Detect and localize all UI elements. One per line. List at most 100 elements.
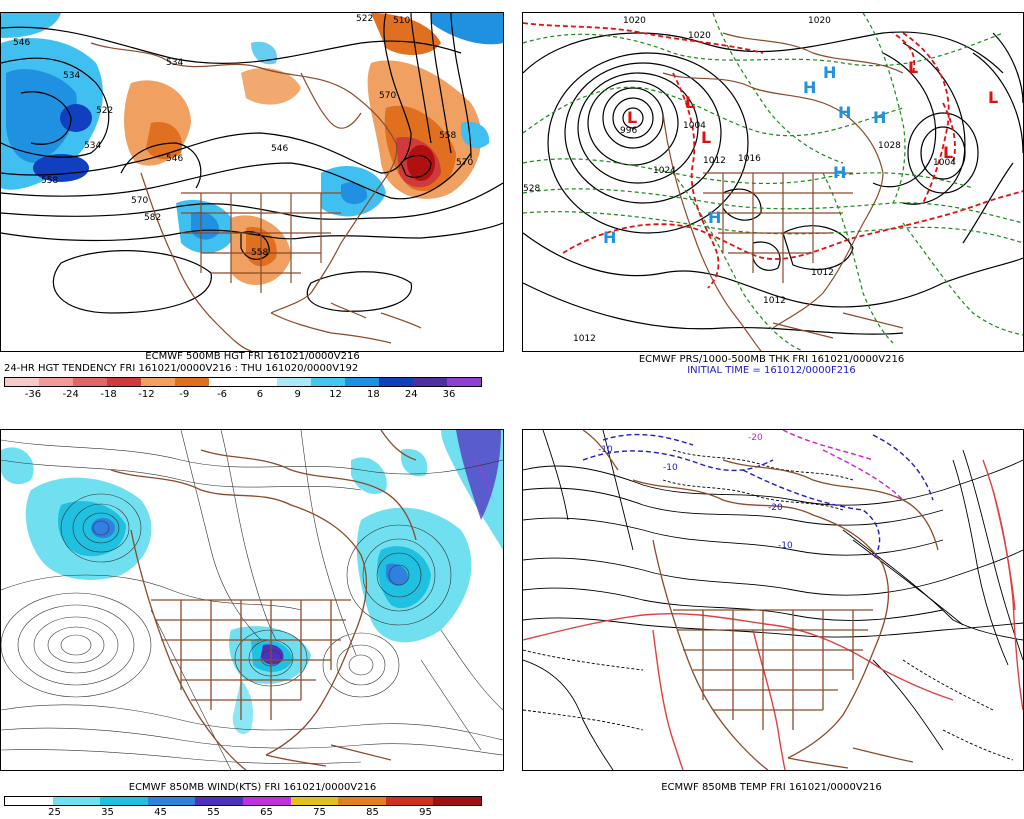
- panel-850mb-temp: -10 -10 -20 -10 -20 ECMWF 850MB TEMP FRI…: [519, 415, 1024, 819]
- isobar-label: 1004: [683, 121, 706, 131]
- contour-label: 570: [456, 158, 473, 168]
- colorbar-tick-label: -18: [100, 389, 117, 400]
- thickness-540-line: [523, 22, 1023, 289]
- isobar-label: 1020: [623, 16, 646, 26]
- colorbar-swatch: [141, 378, 175, 386]
- map-temp-svg: -10 -10 -20 -10 -20: [523, 430, 1023, 770]
- colorbar-swatch: [209, 378, 243, 386]
- isobar-label: 528: [523, 184, 540, 194]
- temperature-contours: [523, 430, 1023, 770]
- colorbar-swatch: [433, 797, 481, 805]
- isobar-label: 1020: [688, 31, 711, 41]
- p1-caption-title: ECMWF 500MB HGT FRI 161021/0000V216: [145, 351, 360, 362]
- low-pressure-label: L: [943, 143, 953, 162]
- contour-label: 546: [13, 38, 30, 48]
- colorbar-swatch: [73, 378, 107, 386]
- colorbar-swatch: [338, 797, 386, 805]
- colorbar-swatch: [52, 797, 101, 805]
- isobar-label: 1004: [933, 158, 956, 168]
- map-prs-svg: L L L L L L H H H H H H H 1020 1020 1020…: [523, 13, 1023, 351]
- colorbar-tick-label: 65: [260, 807, 273, 818]
- temperature-label: -10: [598, 445, 613, 455]
- temperature-labels: -10 -10 -20 -10 -20: [598, 433, 793, 551]
- isobar-label: 1012: [703, 156, 726, 166]
- colorbar-swatch: [290, 797, 339, 805]
- colorbar-swatch: [195, 797, 243, 805]
- dashed-cold-contours: [523, 449, 1014, 761]
- contour-label: 534: [63, 71, 80, 81]
- contour-label: 522: [96, 106, 113, 116]
- isobar-label: 1016: [738, 154, 761, 164]
- contour-label: 546: [166, 154, 183, 164]
- panel-pressure-thickness: L L L L L L H H H H H H H 1020 1020 1020…: [519, 0, 1024, 409]
- contour-label: 570: [131, 196, 148, 206]
- colorbar-tick-label: 75: [313, 807, 326, 818]
- colorbar-swatch: [311, 378, 345, 386]
- isobar-labels: 1020 1020 1020 1012 1028 1004 1016 1024 …: [523, 16, 956, 344]
- low-pressure-label: L: [627, 108, 637, 127]
- colorbar-tick-label: -9: [179, 389, 190, 400]
- contour-label: 558: [251, 248, 268, 258]
- colorbar-tick-label: 6: [256, 389, 264, 400]
- panel-500mb-height: 546 534 522 534 546 558 570 582 558 534 …: [0, 0, 505, 409]
- p2-caption-title: ECMWF PRS/1000-500MB THK FRI 161021/0000…: [638, 354, 905, 365]
- contour-label: 558: [41, 176, 58, 186]
- map-pressure-thickness: L L L L L L H H H H H H H 1020 1020 1020…: [522, 12, 1024, 352]
- colorbar-swatch: [447, 378, 481, 386]
- colorbar-swatch: [5, 797, 53, 805]
- temperature-label: -10: [778, 541, 793, 551]
- colorbar-swatch: [107, 378, 141, 386]
- p1-colorbar-ticks: -36 -24 -18 -12 -9 -6 6 9 12 18 24 36: [14, 389, 468, 400]
- pressure-centers: L L L L L L H H H H H H H: [603, 58, 998, 247]
- colorbar-swatch: [5, 378, 39, 386]
- high-pressure-label: H: [823, 63, 836, 82]
- p2-caption-initial-time: INITIAL TIME = 161012/0000F216: [687, 365, 856, 376]
- colorbar-swatch: [39, 378, 73, 386]
- contour-label: 546: [271, 144, 288, 154]
- p3-colorbar-ticks: 25 35 45 55 65 75 85 95: [28, 807, 452, 818]
- high-pressure-label: H: [603, 228, 616, 247]
- low-pressure-label: L: [988, 88, 998, 107]
- colorbar-tick-label: -12: [138, 389, 155, 400]
- high-pressure-label: H: [708, 208, 721, 227]
- contour-label: 558: [439, 131, 456, 141]
- colorbar-tick-label: -24: [62, 389, 79, 400]
- coastlines: [662, 32, 904, 351]
- contour-label: 582: [144, 213, 161, 223]
- isobar-label: 1012: [763, 296, 786, 306]
- p3-colorbar: [4, 796, 482, 806]
- colorbar-swatch: [147, 797, 196, 805]
- temperature-label: -20: [768, 503, 783, 513]
- low-pressure-label: L: [701, 128, 711, 147]
- p4-caption-title: ECMWF 850MB TEMP FRI 161021/0000V216: [661, 782, 882, 793]
- colorbar-tick-label: -6: [217, 389, 228, 400]
- colorbar-tick-label: -36: [24, 389, 42, 400]
- colorbar-swatch: [385, 797, 434, 805]
- contour-label: 522: [356, 14, 373, 24]
- map-500mb-svg: 546 534 522 534 546 558 570 582 558 534 …: [1, 13, 503, 351]
- colorbar-swatch: [242, 797, 291, 805]
- coastlines: [582, 430, 939, 770]
- isobar-label: 1020: [808, 16, 831, 26]
- colorbar-tick-label: 9: [294, 389, 301, 400]
- p3-caption-title: ECMWF 850MB WIND(KTS) FRI 161021/0000V21…: [128, 782, 377, 793]
- panel-850mb-wind: ECMWF 850MB WIND(KTS) FRI 161021/0000V21…: [0, 415, 505, 819]
- isobar-label: 1012: [811, 268, 834, 278]
- temperature-label: -20: [748, 433, 763, 443]
- coastlines: [90, 42, 422, 351]
- coastlines: [110, 430, 417, 770]
- colorbar-tick-label: 25: [48, 807, 61, 818]
- isobars: [523, 31, 1023, 335]
- high-pressure-label: H: [833, 163, 846, 182]
- isobar-label: 1028: [878, 141, 901, 151]
- tendency-fills: [1, 13, 503, 285]
- contour-label: 534: [166, 58, 183, 68]
- wind-fills: [1, 430, 503, 735]
- contour-label: 570: [379, 91, 396, 101]
- colorbar-swatch: [379, 378, 413, 386]
- colorbar-tick-label: 24: [404, 389, 418, 400]
- colorbar-tick-label: 55: [207, 807, 220, 818]
- colorbar-tick-label: 95: [419, 807, 432, 818]
- colorbar-tick-label: 36: [442, 389, 456, 400]
- red-warm-contours: [523, 459, 1023, 770]
